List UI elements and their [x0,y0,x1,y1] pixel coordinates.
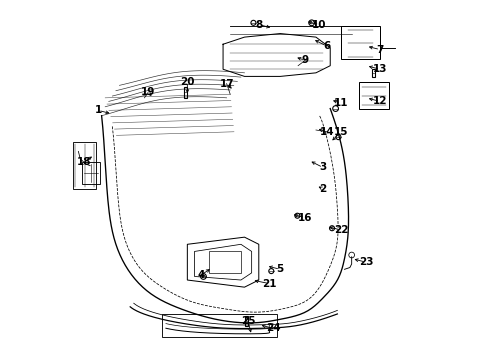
Text: 16: 16 [297,212,312,222]
Text: 17: 17 [219,78,233,89]
Text: 20: 20 [180,77,194,87]
Text: 22: 22 [333,225,347,235]
Text: 11: 11 [333,98,347,108]
Text: 13: 13 [372,64,386,74]
Text: 9: 9 [301,55,308,65]
Text: 19: 19 [141,87,155,98]
Bar [371,68,374,77]
Text: 8: 8 [255,19,262,30]
Bar [183,87,187,98]
Text: 5: 5 [276,264,283,274]
Text: 21: 21 [262,279,276,289]
Bar [73,143,96,189]
Bar [208,251,241,273]
Text: 15: 15 [333,127,347,137]
Text: 24: 24 [265,323,280,333]
Text: 14: 14 [319,127,333,137]
Text: 4: 4 [198,270,205,280]
Text: 2: 2 [319,184,326,194]
Text: 1: 1 [94,105,102,115]
Bar [358,82,388,109]
Text: 25: 25 [240,316,255,326]
Text: 18: 18 [76,157,91,167]
Bar [340,26,380,59]
Text: 12: 12 [372,96,386,107]
Text: 7: 7 [376,45,383,55]
Text: 10: 10 [312,19,326,30]
Text: 23: 23 [358,257,372,267]
Text: 3: 3 [319,162,326,172]
Bar [82,162,100,184]
Text: 6: 6 [323,41,329,51]
Bar [244,316,247,326]
Bar [162,314,276,337]
